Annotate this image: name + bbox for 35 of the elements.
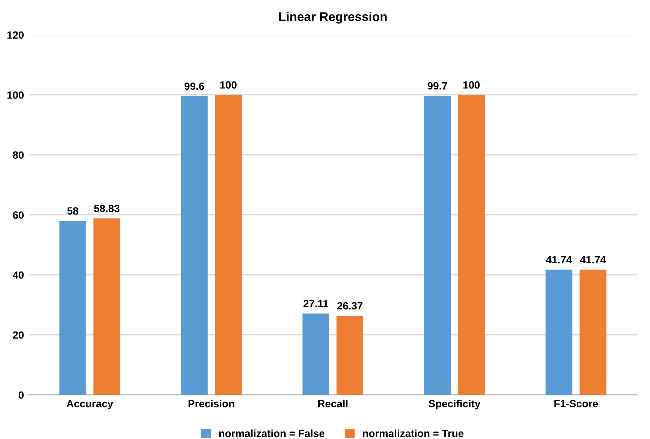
x-tick-label: F1-Score <box>554 400 598 408</box>
bar <box>60 221 86 396</box>
y-tick-label: 120 <box>8 32 24 39</box>
y-tick-label: 80 <box>13 152 24 159</box>
legend-label: normalization = False <box>219 430 325 438</box>
data-label: 99.7 <box>428 82 448 90</box>
bar <box>580 270 607 396</box>
bar <box>424 96 452 396</box>
y-tick-label: 40 <box>12 272 24 279</box>
y-tick-label: 60 <box>13 212 24 219</box>
data-label: 99.6 <box>184 82 204 90</box>
bar <box>215 95 242 396</box>
data-label: 41.74 <box>546 256 572 264</box>
data-label: 26.37 <box>337 302 363 310</box>
bar <box>458 95 486 396</box>
chart-title: Linear Regression <box>279 12 387 24</box>
data-label: 58 <box>68 208 78 215</box>
y-tick-label: 20 <box>13 332 24 339</box>
bar <box>546 270 573 396</box>
x-tick-label: Precision <box>188 400 234 408</box>
x-tick-label: Accuracy <box>66 400 114 410</box>
legend-label: normalization = True <box>363 430 464 438</box>
data-label: 100 <box>220 82 237 89</box>
y-tick-label: 0 <box>19 392 24 399</box>
x-tick-label: Recall <box>318 400 348 408</box>
bar <box>94 218 120 396</box>
bar <box>181 96 208 396</box>
bar <box>336 316 364 396</box>
y-tick-label: 100 <box>8 92 24 99</box>
data-label: 100 <box>464 82 480 89</box>
data-label: 41.74 <box>580 256 606 264</box>
data-label: 27.11 <box>304 300 329 308</box>
x-tick-label: Specificity <box>428 400 481 410</box>
data-label: 58.83 <box>94 205 120 212</box>
bar <box>302 314 330 396</box>
